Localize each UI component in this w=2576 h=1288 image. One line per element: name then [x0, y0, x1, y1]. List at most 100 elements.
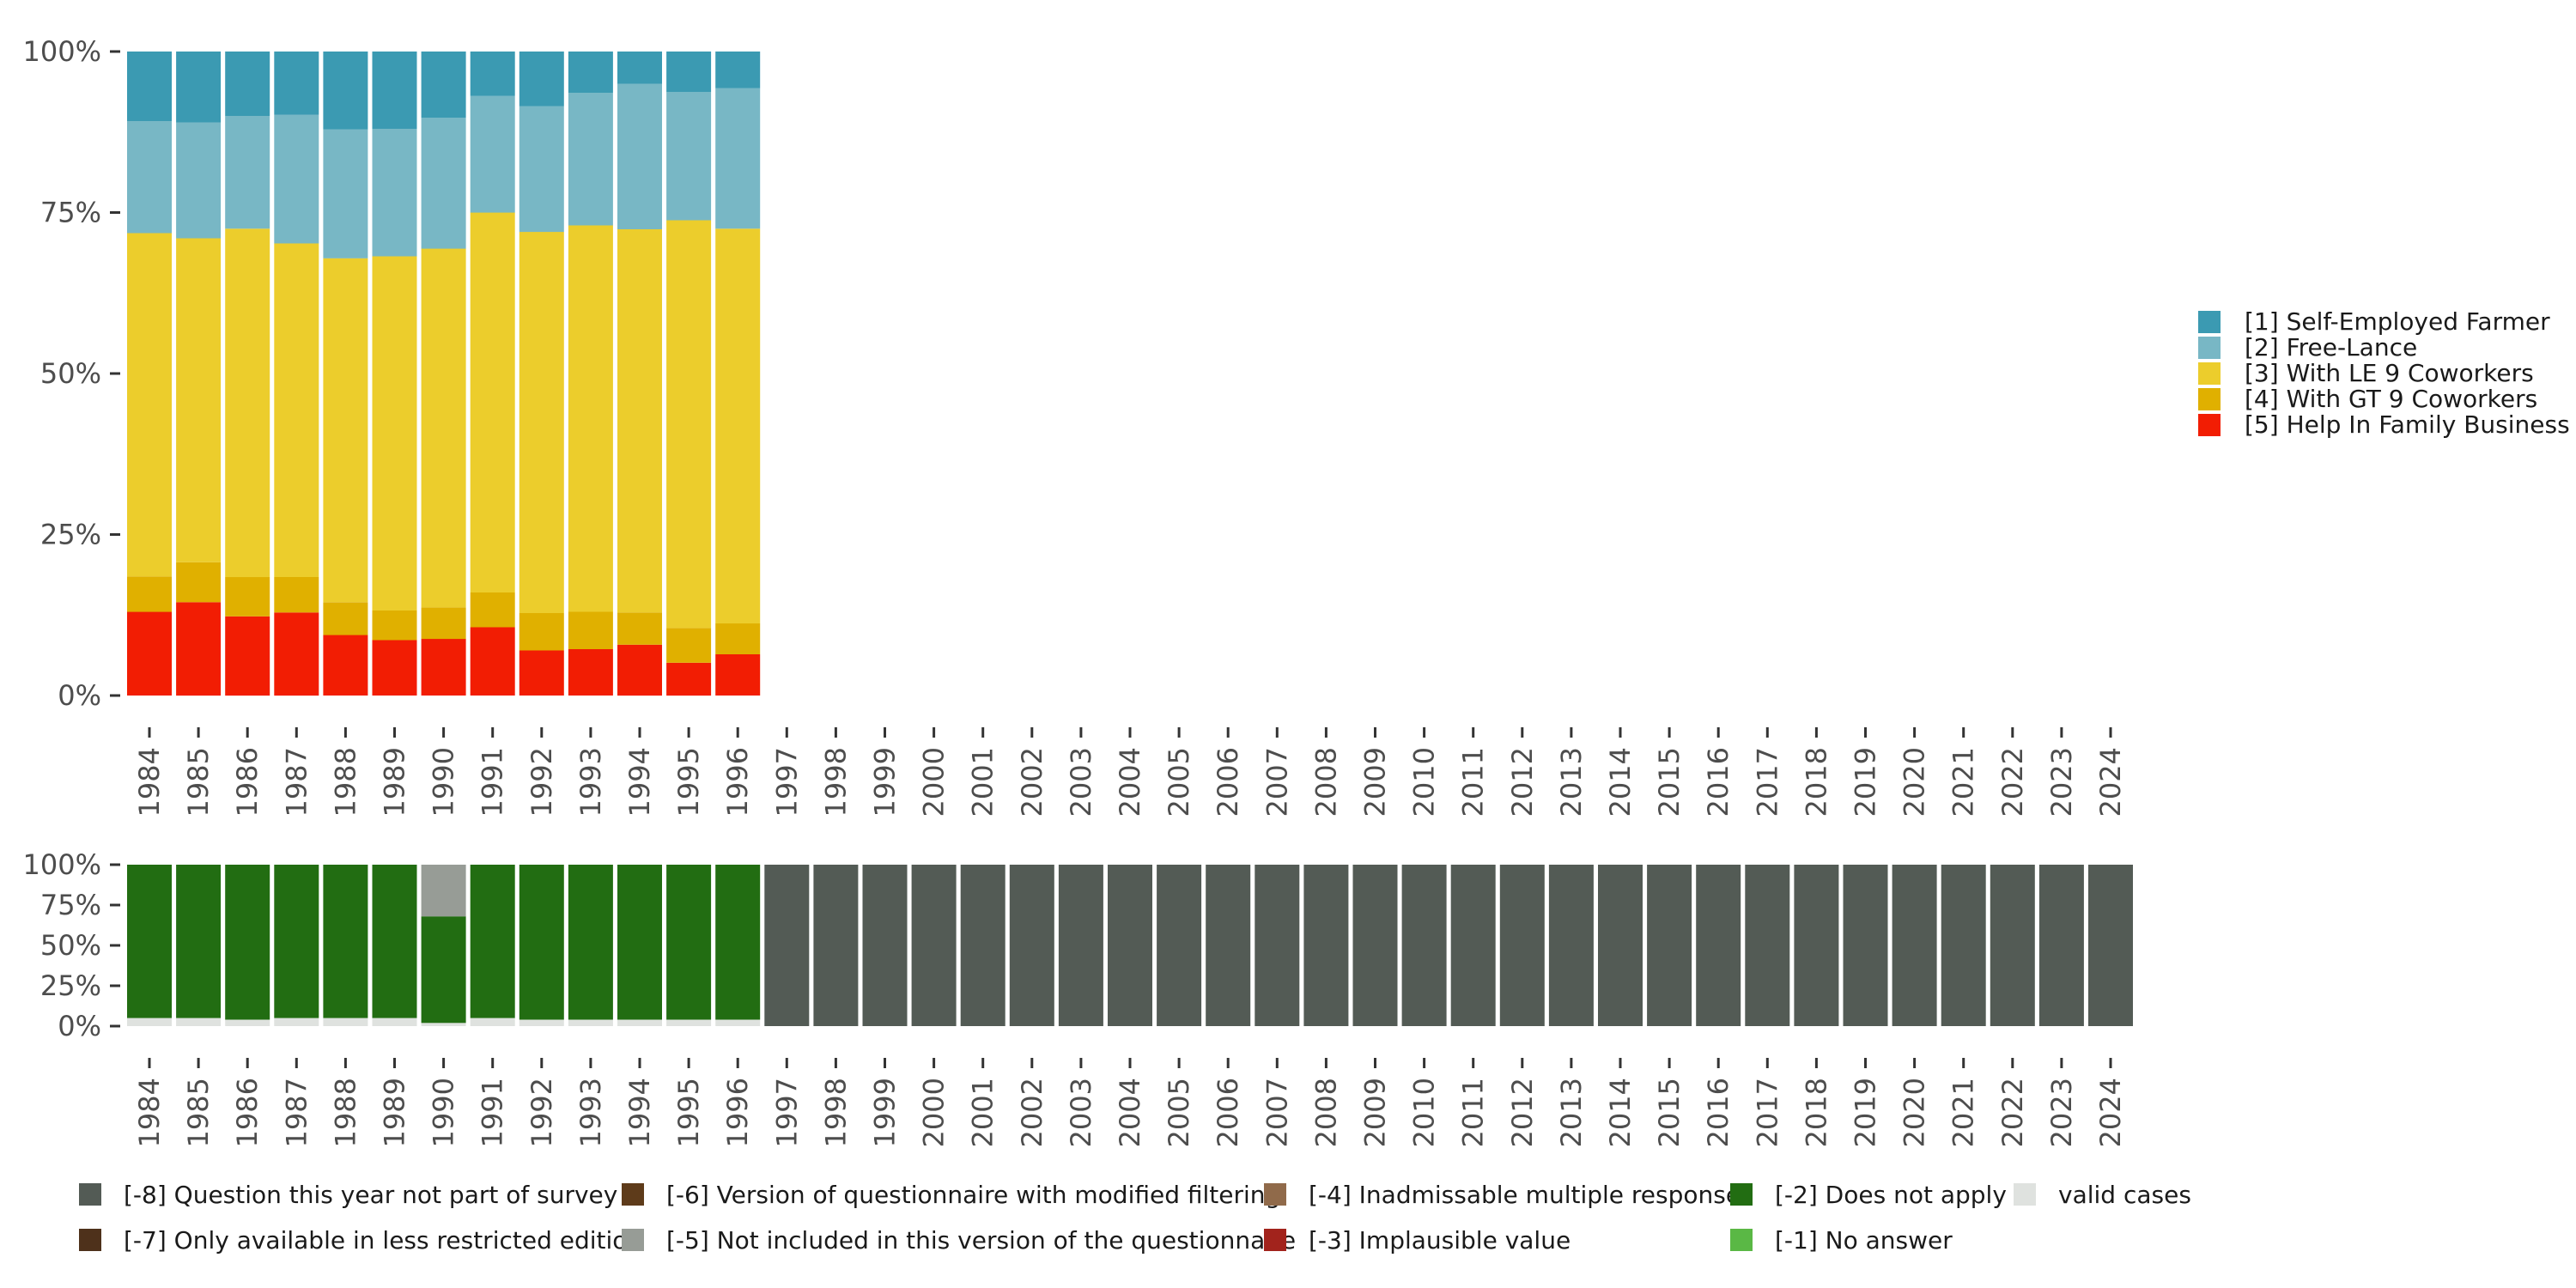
bottom-chart-axes: 0% 25% 50% 75% 100% 1984 1985 1986 1987 1988 1989 1…: [23, 848, 2127, 1147]
bar-segment-1993-series-0: [568, 649, 613, 696]
x-tick-label: 2022: [1996, 747, 2029, 817]
legend-swatch: [2198, 311, 2221, 333]
x-tick-label: 2002: [1016, 747, 1048, 817]
legend-swatch: [1264, 1229, 1286, 1251]
bar-segment-1985-series-3: [176, 122, 222, 239]
x-tick-label: 2009: [1359, 747, 1392, 817]
x-tick-label: 2021: [1947, 1078, 1980, 1147]
bar-segment-2009-series-3: [1352, 865, 1398, 1026]
bar-segment-1986-series-1: [225, 577, 270, 617]
x-tick-label: 2005: [1163, 747, 1195, 817]
bar-segment-1996-series-0: [715, 654, 761, 696]
legend-label: [-4] Inadmissable multiple response: [1309, 1181, 1741, 1209]
bar-segment-2012-series-3: [1499, 865, 1545, 1026]
legend-swatch: [2198, 337, 2221, 359]
x-tick-label: 1995: [672, 747, 705, 817]
bar-segment-1987-series-4: [274, 52, 319, 115]
x-tick-label: 2016: [1702, 747, 1735, 817]
bar-segment-1995-series-2: [666, 220, 712, 629]
bar-segment-1992-series-0: [519, 1019, 564, 1026]
bar-segment-2021-series-3: [1941, 865, 1986, 1026]
x-tick-label: 1997: [770, 747, 803, 817]
bar-segment-1990-series-1: [421, 916, 466, 1024]
x-tick-label: 1990: [428, 1078, 460, 1147]
x-tick-label: 2011: [1457, 747, 1490, 817]
bottom-chart-bars: [127, 865, 2133, 1026]
legend-swatch: [2198, 362, 2221, 385]
bar-segment-1990-series-4: [421, 52, 466, 118]
x-tick-label: 2023: [2045, 1078, 2078, 1147]
x-tick-label: 2007: [1261, 747, 1293, 817]
bar-segment-1984-series-0: [127, 1018, 172, 1026]
legend-label: [-3] Implausible value: [1309, 1226, 1571, 1255]
x-tick-label: 1994: [623, 1078, 656, 1147]
bar-segment-1994-series-4: [617, 52, 662, 84]
bar-segment-2003-series-3: [1058, 865, 1103, 1026]
legend-label: [-1] No answer: [1775, 1226, 1953, 1255]
x-tick-label: 2006: [1212, 1078, 1244, 1147]
bar-segment-1990-series-3: [421, 118, 466, 249]
x-tick-label: 2018: [1800, 747, 1832, 817]
bar-segment-1991-series-4: [470, 52, 515, 96]
bar-segment-1987-series-2: [274, 243, 319, 577]
bar-segment-1985-series-2: [176, 238, 222, 562]
bar-segment-1984-series-2: [127, 233, 172, 577]
bar-segment-1994-series-2: [617, 229, 662, 613]
x-tick-label: 2001: [967, 1078, 999, 1147]
y-tick-label: 100%: [23, 848, 101, 881]
top-chart-axes: 0% 25% 50% 75% 100% 1984 1985 1986 1987 1988 1989 1…: [23, 35, 2127, 817]
legend-label: [-6] Version of questionnaire with modif…: [666, 1181, 1280, 1209]
bar-segment-1989-series-2: [372, 256, 417, 611]
bar-segment-1996-series-0: [715, 1019, 761, 1026]
x-tick-label: 2010: [1408, 1078, 1441, 1147]
bar-segment-2010-series-3: [1401, 865, 1447, 1026]
x-tick-label: 2000: [918, 747, 951, 817]
x-tick-label: 1987: [280, 1078, 313, 1147]
bar-segment-1995-series-0: [666, 1019, 712, 1026]
x-tick-label: 2010: [1408, 747, 1441, 817]
bar-segment-2001-series-3: [960, 865, 1005, 1026]
x-tick-label: 2024: [2094, 747, 2127, 817]
bar-segment-1988-series-1: [323, 865, 368, 1018]
bar-segment-1989-series-0: [372, 1018, 417, 1026]
bar-segment-1985-series-0: [176, 1018, 222, 1026]
bar-segment-2004-series-3: [1108, 865, 1152, 1026]
x-tick-label: 2013: [1555, 747, 1588, 817]
bar-segment-1996-series-1: [715, 865, 761, 1020]
bar-segment-1987-series-1: [274, 865, 319, 1018]
x-tick-label: 1987: [280, 747, 313, 817]
y-tick-label: 25%: [40, 969, 101, 1002]
bar-segment-2014-series-3: [1598, 865, 1643, 1026]
bar-segment-1993-series-0: [568, 1019, 613, 1026]
bar-segment-1986-series-3: [225, 116, 270, 229]
bar-segment-1990-series-0: [421, 1023, 466, 1026]
x-tick-label: 2006: [1212, 747, 1244, 817]
legend-swatch: [2014, 1183, 2036, 1206]
legend-label: [-5] Not included in this version of the…: [666, 1226, 1296, 1255]
x-tick-label: 2003: [1065, 747, 1097, 817]
x-tick-label: 1986: [231, 1078, 264, 1147]
x-tick-label: 2015: [1653, 747, 1686, 817]
bar-segment-1990-series-0: [421, 639, 466, 696]
y-tick-label: 50%: [40, 929, 101, 962]
bar-segment-1986-series-0: [225, 616, 270, 696]
x-tick-label: 1984: [133, 1078, 166, 1147]
x-tick-label: 1986: [231, 747, 264, 817]
bar-segment-1988-series-3: [323, 129, 368, 258]
bar-segment-1995-series-4: [666, 52, 712, 93]
x-tick-label: 2000: [918, 1078, 951, 1147]
legend-label: [5] Help In Family Business: [2245, 410, 2570, 439]
x-tick-label: 2017: [1751, 1078, 1783, 1147]
bar-segment-1993-series-4: [568, 52, 613, 93]
bar-segment-1987-series-0: [274, 612, 319, 696]
bar-segment-2006-series-3: [1206, 865, 1251, 1026]
bar-segment-1999-series-3: [862, 865, 908, 1026]
bar-segment-1985-series-1: [176, 865, 222, 1018]
bar-segment-1992-series-1: [519, 613, 564, 651]
y-tick-label: 0%: [58, 679, 101, 712]
bar-segment-1994-series-3: [617, 83, 662, 229]
x-tick-label: 1991: [477, 1078, 509, 1147]
x-tick-label: 1995: [672, 1078, 705, 1147]
bar-segment-2013-series-3: [1548, 865, 1594, 1026]
legend-swatch: [2198, 388, 2221, 410]
